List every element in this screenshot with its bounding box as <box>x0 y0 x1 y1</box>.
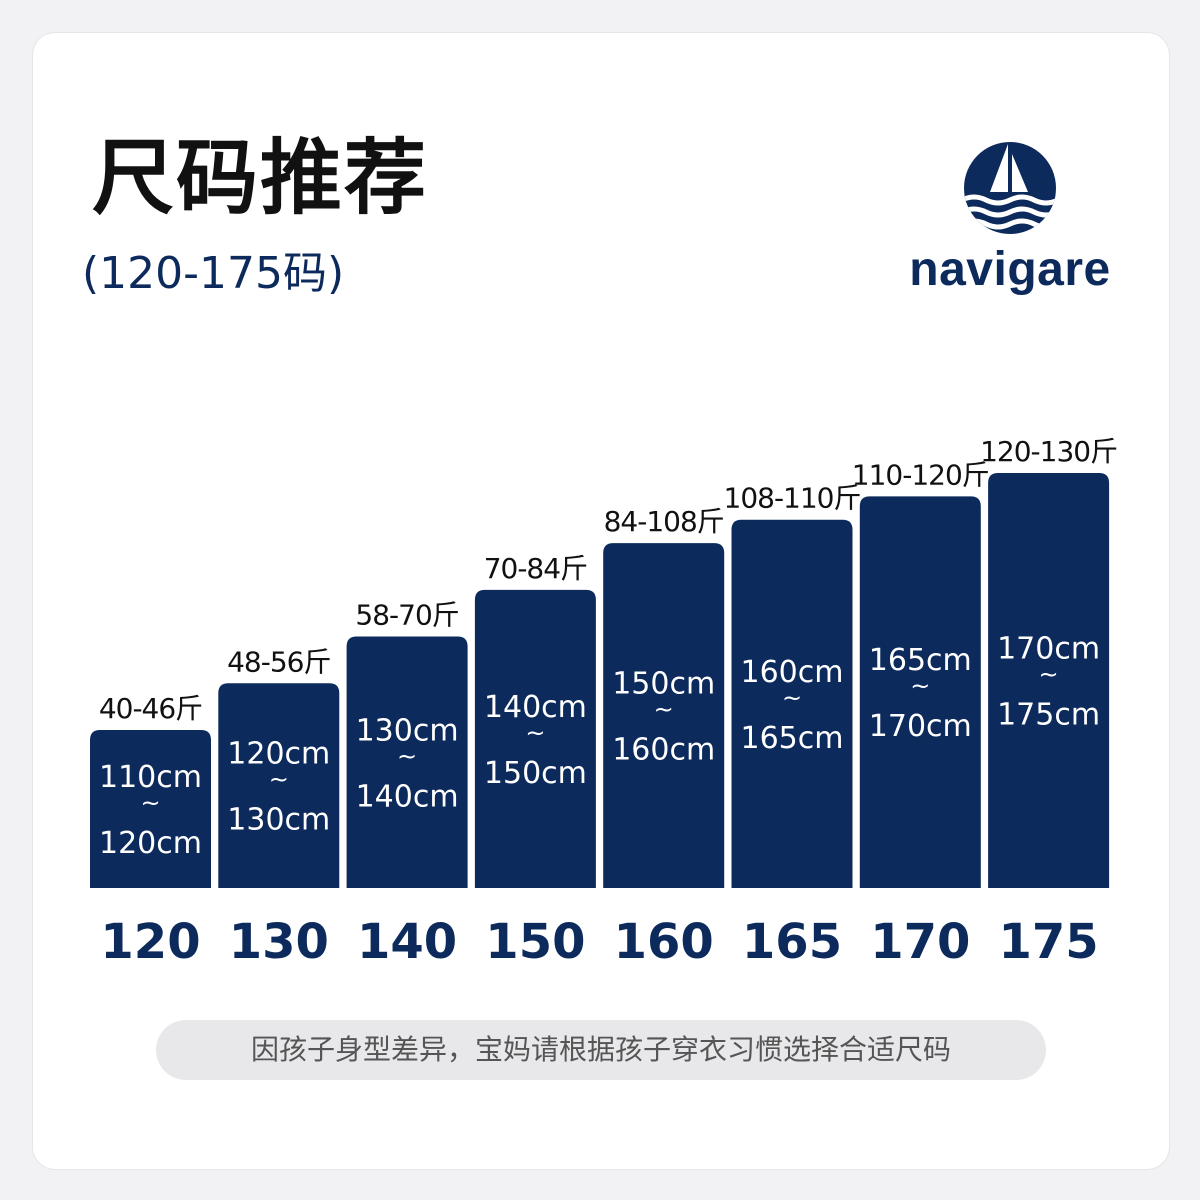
size-chart: 40-46斤110cm~120cm12048-56斤120cm~130cm130… <box>90 435 1118 970</box>
height-range-label: 110cm <box>99 760 202 795</box>
height-range-separator: ~ <box>140 789 160 817</box>
weight-label: 84-108斤 <box>604 505 724 538</box>
sailboat-wave-icon <box>964 142 1056 234</box>
size-bar <box>859 496 981 888</box>
brand-logo: navigare <box>900 140 1120 300</box>
size-category-label: 165 <box>742 914 842 970</box>
height-range-label: 165cm <box>741 721 844 756</box>
height-range-separator: ~ <box>397 742 417 770</box>
height-range-label: 140cm <box>484 690 587 725</box>
weight-label: 110-120斤 <box>852 458 989 491</box>
size-category-label: 150 <box>485 914 585 970</box>
height-range-label: 175cm <box>997 698 1100 733</box>
page-subtitle: (120-175码) <box>82 248 345 299</box>
weight-label: 40-46斤 <box>99 692 202 725</box>
size-category-label: 175 <box>998 914 1098 970</box>
weight-label: 108-110斤 <box>724 482 861 515</box>
size-category-label: 140 <box>357 914 457 970</box>
height-range-separator: ~ <box>654 696 674 724</box>
weight-label: 70-84斤 <box>484 552 587 585</box>
size-bar <box>731 519 853 888</box>
size-category-label: 170 <box>870 914 970 970</box>
weight-label: 120-130斤 <box>980 435 1117 468</box>
height-range-label: 160cm <box>612 733 715 768</box>
size-category-label: 160 <box>614 914 714 970</box>
height-range-label: 170cm <box>869 709 972 744</box>
size-bar <box>218 683 340 888</box>
height-range-label: 130cm <box>356 713 459 748</box>
brand-name: navigare <box>909 243 1111 296</box>
height-range-label: 150cm <box>612 667 715 702</box>
height-range-separator: ~ <box>269 766 289 794</box>
height-range-label: 120cm <box>227 737 330 772</box>
height-range-label: 150cm <box>484 756 587 791</box>
height-range-label: 160cm <box>741 655 844 690</box>
size-bar <box>346 636 468 888</box>
weight-label: 48-56斤 <box>227 645 330 678</box>
size-bar <box>90 730 211 888</box>
size-category-label: 120 <box>100 914 200 970</box>
height-range-separator: ~ <box>1039 661 1059 689</box>
height-range-separator: ~ <box>910 672 930 700</box>
size-bar <box>474 589 596 888</box>
height-range-label: 140cm <box>356 779 459 814</box>
footer-note: 因孩子身型差异，宝妈请根据孩子穿衣习惯选择合适尺码 <box>156 1020 1046 1080</box>
page-title: 尺码推荐 <box>92 131 429 226</box>
height-range-label: 165cm <box>869 643 972 678</box>
height-range-label: 130cm <box>227 803 330 838</box>
weight-label: 58-70斤 <box>355 599 458 632</box>
size-bar <box>603 543 725 888</box>
size-bar <box>988 473 1110 888</box>
height-range-label: 170cm <box>997 632 1100 667</box>
height-range-label: 120cm <box>99 826 202 861</box>
height-range-separator: ~ <box>782 684 802 712</box>
height-range-separator: ~ <box>525 719 545 747</box>
size-category-label: 130 <box>229 914 329 970</box>
